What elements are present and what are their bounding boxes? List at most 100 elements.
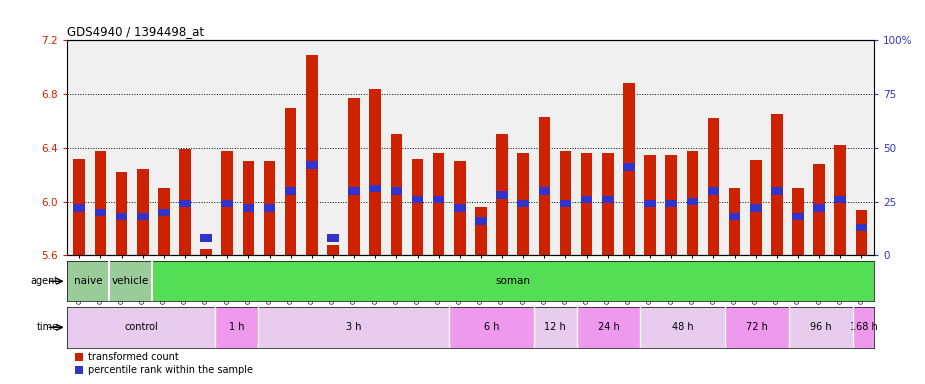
Bar [771, 114, 783, 255]
Bar [581, 196, 592, 203]
Bar [792, 213, 804, 220]
Bar [792, 188, 804, 255]
Bar [450, 307, 534, 348]
Bar [116, 172, 128, 255]
Text: time: time [36, 322, 58, 333]
Bar [750, 160, 761, 255]
Bar [644, 155, 656, 255]
Bar [517, 153, 529, 255]
Bar [349, 98, 360, 255]
Text: soman: soman [496, 276, 530, 286]
Text: control: control [124, 322, 158, 333]
Bar [242, 204, 254, 212]
Bar [73, 159, 85, 255]
Bar [686, 151, 698, 255]
Bar [623, 83, 635, 255]
Bar [708, 187, 720, 195]
Bar [576, 307, 640, 348]
Bar [475, 207, 487, 255]
Bar [369, 185, 381, 192]
Bar [538, 187, 550, 195]
Bar [73, 204, 85, 212]
Text: 12 h: 12 h [545, 322, 566, 333]
Bar [644, 200, 656, 207]
Bar [454, 204, 465, 212]
Bar [242, 161, 254, 255]
Bar [221, 200, 233, 207]
Bar [306, 161, 317, 169]
Bar [496, 192, 508, 199]
Bar [390, 134, 402, 255]
Text: naive: naive [74, 276, 102, 286]
Bar [412, 196, 424, 203]
Bar [158, 188, 169, 255]
Bar [813, 164, 825, 255]
Bar [623, 164, 635, 171]
Text: agent: agent [31, 276, 58, 286]
Bar [179, 149, 191, 255]
Text: 6 h: 6 h [484, 322, 500, 333]
Bar [433, 196, 445, 203]
Bar [152, 261, 874, 301]
Bar [306, 55, 317, 255]
Bar [285, 187, 297, 195]
Bar [686, 198, 698, 205]
Bar [496, 134, 508, 255]
Bar [67, 261, 109, 301]
Bar [538, 117, 550, 255]
Bar [560, 151, 572, 255]
Bar [475, 217, 487, 225]
Bar [834, 145, 846, 255]
Text: 3 h: 3 h [346, 322, 362, 333]
Bar [137, 213, 149, 220]
Text: 48 h: 48 h [672, 322, 694, 333]
Text: 1 h: 1 h [228, 322, 244, 333]
Bar [109, 261, 152, 301]
Bar [201, 248, 212, 255]
Bar [201, 235, 212, 242]
Bar [216, 307, 258, 348]
Bar [221, 151, 233, 255]
Bar [137, 169, 149, 255]
Bar [853, 307, 874, 348]
Bar [116, 213, 128, 220]
Text: 24 h: 24 h [598, 322, 620, 333]
Bar [327, 245, 339, 255]
Bar [771, 187, 783, 195]
Bar [327, 235, 339, 242]
Bar [179, 200, 191, 207]
Bar [158, 209, 169, 216]
Bar [94, 209, 106, 216]
Bar [789, 307, 853, 348]
Text: 72 h: 72 h [746, 322, 768, 333]
Bar [665, 200, 677, 207]
Bar [834, 196, 846, 203]
Bar [750, 204, 761, 212]
Bar [729, 213, 740, 220]
Bar [390, 187, 402, 195]
Bar [94, 151, 106, 255]
Bar [258, 307, 450, 348]
Bar [725, 307, 789, 348]
Bar [285, 108, 297, 255]
Bar [349, 187, 360, 195]
Text: vehicle: vehicle [112, 276, 149, 286]
Bar [581, 153, 592, 255]
Text: 168 h: 168 h [850, 322, 878, 333]
Bar [729, 188, 740, 255]
Bar [856, 224, 868, 231]
Bar [602, 153, 613, 255]
Legend: transformed count, percentile rank within the sample: transformed count, percentile rank withi… [71, 348, 257, 379]
Bar [640, 307, 725, 348]
Bar [665, 155, 677, 255]
Bar [813, 204, 825, 212]
Bar [369, 89, 381, 255]
Bar [433, 153, 445, 255]
Bar [602, 196, 613, 203]
Bar [534, 307, 576, 348]
Bar [517, 200, 529, 207]
Bar [454, 161, 465, 255]
Bar [560, 200, 572, 207]
Bar [708, 118, 720, 255]
Bar [412, 159, 424, 255]
